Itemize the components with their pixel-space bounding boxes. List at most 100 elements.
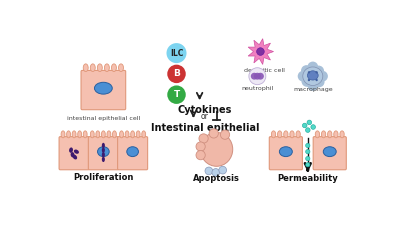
Ellipse shape <box>127 147 138 156</box>
Ellipse shape <box>340 131 344 138</box>
Ellipse shape <box>90 64 95 72</box>
Ellipse shape <box>67 131 70 138</box>
Circle shape <box>306 150 310 154</box>
Ellipse shape <box>125 131 129 138</box>
Ellipse shape <box>102 143 105 148</box>
FancyBboxPatch shape <box>81 70 126 110</box>
Circle shape <box>314 76 324 87</box>
Ellipse shape <box>315 131 320 138</box>
Text: or: or <box>201 112 209 121</box>
Ellipse shape <box>328 131 332 138</box>
Circle shape <box>199 134 208 143</box>
FancyBboxPatch shape <box>59 137 89 170</box>
Ellipse shape <box>279 147 292 156</box>
Ellipse shape <box>72 131 76 138</box>
Circle shape <box>308 62 318 72</box>
Circle shape <box>316 79 318 81</box>
Ellipse shape <box>112 131 116 138</box>
Circle shape <box>301 65 312 76</box>
FancyBboxPatch shape <box>269 137 302 170</box>
Ellipse shape <box>72 155 77 160</box>
Ellipse shape <box>69 148 73 153</box>
Text: Permeability: Permeability <box>277 174 338 183</box>
Ellipse shape <box>104 64 109 72</box>
Circle shape <box>317 71 328 82</box>
Circle shape <box>251 73 258 80</box>
Circle shape <box>254 73 261 80</box>
Text: B: B <box>173 70 180 78</box>
Ellipse shape <box>142 131 146 138</box>
Ellipse shape <box>278 131 282 138</box>
Ellipse shape <box>308 71 318 80</box>
Ellipse shape <box>112 64 116 72</box>
Text: neutrophil: neutrophil <box>241 86 274 91</box>
Circle shape <box>313 66 324 76</box>
Ellipse shape <box>97 64 102 72</box>
Text: T: T <box>173 90 180 99</box>
Ellipse shape <box>131 131 134 138</box>
Circle shape <box>298 71 308 82</box>
Text: Cytokines: Cytokines <box>178 106 232 116</box>
Circle shape <box>306 143 310 148</box>
Ellipse shape <box>90 131 94 138</box>
Text: ILC: ILC <box>170 48 183 58</box>
Ellipse shape <box>296 131 300 138</box>
Ellipse shape <box>303 67 323 86</box>
Ellipse shape <box>83 131 87 138</box>
FancyBboxPatch shape <box>313 137 346 170</box>
Ellipse shape <box>107 131 111 138</box>
Circle shape <box>306 162 310 167</box>
Ellipse shape <box>83 64 88 72</box>
Text: Intestinal epithelial: Intestinal epithelial <box>151 123 259 133</box>
Circle shape <box>220 130 230 139</box>
Ellipse shape <box>102 148 105 153</box>
Text: Apoptosis: Apoptosis <box>193 174 240 183</box>
Circle shape <box>311 125 316 129</box>
Circle shape <box>249 68 266 85</box>
Circle shape <box>196 150 205 160</box>
Circle shape <box>219 166 226 174</box>
Circle shape <box>196 142 205 151</box>
Circle shape <box>205 167 213 175</box>
FancyBboxPatch shape <box>88 137 118 170</box>
Circle shape <box>308 71 310 74</box>
Ellipse shape <box>200 132 233 166</box>
Ellipse shape <box>290 131 294 138</box>
Circle shape <box>306 156 310 161</box>
Ellipse shape <box>78 131 82 138</box>
Circle shape <box>167 86 186 104</box>
Circle shape <box>302 76 312 87</box>
Ellipse shape <box>323 147 336 156</box>
Circle shape <box>209 129 218 138</box>
Circle shape <box>257 73 264 80</box>
Ellipse shape <box>102 152 105 158</box>
Circle shape <box>307 120 312 125</box>
Ellipse shape <box>322 131 326 138</box>
Ellipse shape <box>284 131 288 138</box>
Circle shape <box>166 43 186 63</box>
Circle shape <box>306 128 310 132</box>
Ellipse shape <box>120 131 124 138</box>
Ellipse shape <box>96 131 100 138</box>
Ellipse shape <box>61 131 65 138</box>
Circle shape <box>308 80 318 91</box>
Ellipse shape <box>102 131 105 138</box>
Text: dendritic cell: dendritic cell <box>244 68 285 73</box>
Text: Proliferation: Proliferation <box>73 173 134 182</box>
FancyBboxPatch shape <box>118 137 148 170</box>
Ellipse shape <box>271 131 276 138</box>
Text: macrophage: macrophage <box>293 87 333 92</box>
Ellipse shape <box>118 64 124 72</box>
Ellipse shape <box>102 157 105 162</box>
Circle shape <box>257 48 264 55</box>
Polygon shape <box>248 39 274 64</box>
Circle shape <box>167 65 186 83</box>
Circle shape <box>302 123 307 128</box>
Ellipse shape <box>136 131 140 138</box>
Ellipse shape <box>71 152 74 158</box>
Ellipse shape <box>74 150 79 154</box>
Ellipse shape <box>334 131 338 138</box>
Text: intestinal epithelial cell: intestinal epithelial cell <box>67 116 140 121</box>
Circle shape <box>316 71 318 74</box>
Ellipse shape <box>94 82 112 94</box>
